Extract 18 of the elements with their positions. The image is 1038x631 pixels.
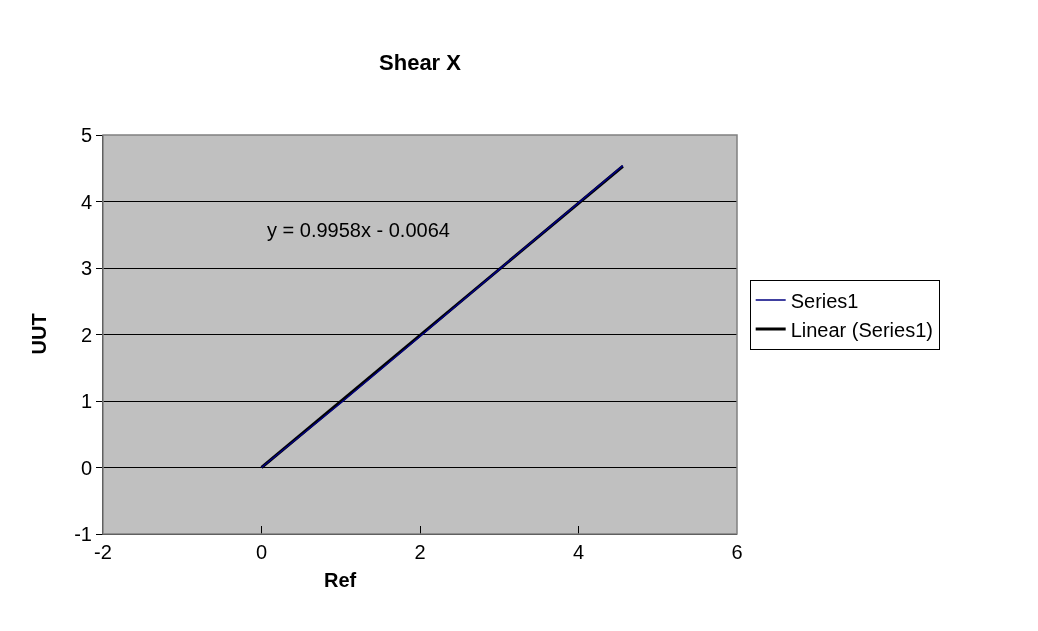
y-tick-label: 5 <box>80 124 92 146</box>
y-tick-label: 3 <box>80 257 92 279</box>
y-tick-label: 4 <box>80 190 92 213</box>
legend-label: Series1 <box>790 289 859 312</box>
annotation: y = 0.9958x - 0.0064 <box>267 219 450 241</box>
y-tick-label: 0 <box>80 456 92 479</box>
x-tick-label: 0 <box>255 541 268 563</box>
legend-label: Linear (Series1) <box>790 318 933 341</box>
x-axis-title: Ref <box>324 569 357 591</box>
x-tick-label: -2 <box>94 541 112 563</box>
y-tick-label: 1 <box>80 390 92 412</box>
x-tick-label: 6 <box>731 541 743 563</box>
x-tick-label: 4 <box>572 541 585 563</box>
y-tick-label: -1 <box>74 523 92 545</box>
y-axis-title: UUT <box>27 313 50 355</box>
y-tick-label: 2 <box>80 323 92 346</box>
chart-title: Shear X <box>379 49 462 75</box>
x-tick-label: 2 <box>414 541 426 563</box>
